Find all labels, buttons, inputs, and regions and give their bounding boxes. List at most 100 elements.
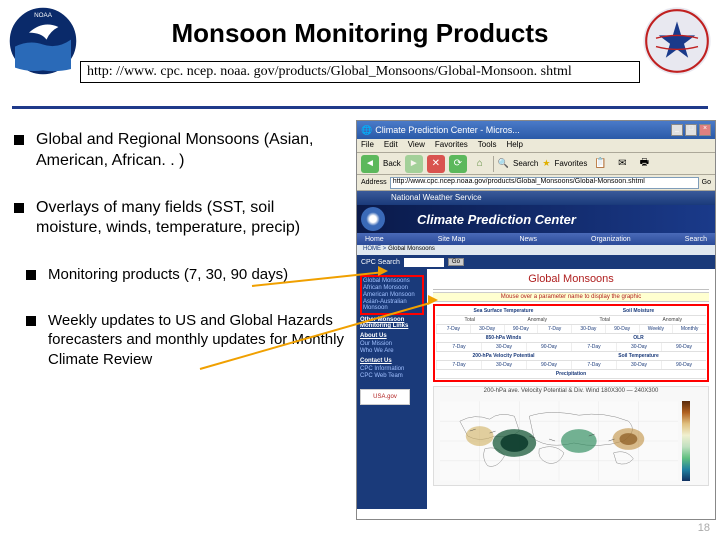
- menu-help[interactable]: Help: [506, 140, 522, 151]
- svg-text:NOAA: NOAA: [34, 12, 53, 19]
- nav-search[interactable]: Search: [685, 236, 707, 243]
- data-link[interactable]: Weekly: [639, 325, 673, 333]
- data-link[interactable]: 30-Day: [571, 325, 605, 333]
- search-label[interactable]: Search: [513, 159, 538, 168]
- back-label[interactable]: Back: [383, 159, 401, 168]
- go-button[interactable]: Go: [702, 179, 711, 186]
- mail-button[interactable]: ✉: [613, 155, 631, 173]
- bullet-marker: [26, 316, 36, 326]
- data-link[interactable]: 90-Day: [661, 343, 706, 351]
- bullet-item: Global and Regional Monsoons (Asian, Ame…: [14, 130, 344, 172]
- nav-home[interactable]: Home: [365, 236, 384, 243]
- noaa-logo: NOAA: [8, 6, 78, 76]
- page-number: 18: [698, 522, 710, 534]
- sidebar-link[interactable]: African Monsoon: [363, 285, 421, 291]
- world-map: [440, 401, 678, 481]
- row-label: OLR: [571, 334, 706, 342]
- search-icon[interactable]: 🔍: [498, 158, 509, 169]
- cpc-go-button[interactable]: Go: [448, 258, 464, 266]
- back-button[interactable]: ◄: [361, 155, 379, 173]
- bullet-marker: [26, 270, 36, 280]
- nws-main-banner: National Weather Service Climate Predict…: [357, 205, 715, 233]
- favorites-label[interactable]: Favorites: [554, 159, 587, 168]
- data-link[interactable]: 7-Day: [436, 325, 470, 333]
- print-button[interactable]: 🖶: [635, 155, 653, 173]
- map-title: 200-hPa ave. Velocity Potential & Div. W…: [434, 387, 708, 395]
- content: Global and Regional Monsoons (Asian, Ame…: [0, 120, 720, 540]
- sidebar-about: About Us Our Mission Who We Are: [360, 333, 424, 354]
- data-link[interactable]: 90-Day: [605, 325, 639, 333]
- data-link[interactable]: 7-Day: [436, 361, 481, 369]
- home-button[interactable]: ⌂: [471, 155, 489, 173]
- bullet-item: Overlays of many fields (SST, soil moist…: [14, 198, 344, 240]
- cpc-search-input[interactable]: [404, 258, 444, 267]
- data-link[interactable]: 30-Day: [481, 361, 526, 369]
- noaa-small-logo: [361, 207, 385, 231]
- history-button[interactable]: 📋: [591, 155, 609, 173]
- table-row: 7-Day 30-Day 90-Day 7-Day 30-Day 90-Day: [436, 343, 706, 352]
- map-chart: 200-hPa ave. Velocity Potential & Div. W…: [433, 386, 709, 486]
- bullet-marker: [14, 203, 24, 213]
- col-header: Total: [436, 316, 504, 324]
- close-button[interactable]: ×: [699, 124, 711, 136]
- usa-gov-logo[interactable]: USA.gov: [360, 389, 410, 405]
- arrow-1-head: [378, 266, 388, 276]
- browser-menubar: File Edit View Favorites Tools Help: [357, 139, 715, 153]
- data-link[interactable]: 7-Day: [436, 343, 481, 351]
- address-input[interactable]: http://www.cpc.ncep.noaa.gov/products/Gl…: [390, 177, 699, 189]
- favorites-icon[interactable]: ★: [542, 158, 550, 169]
- forward-button[interactable]: ►: [405, 155, 423, 173]
- breadcrumb-current: Global Monsoons: [388, 246, 435, 254]
- browser-screenshot: 🌐 Climate Prediction Center - Micros... …: [356, 120, 716, 520]
- nav-org[interactable]: Organization: [591, 236, 631, 243]
- data-link[interactable]: 7-Day: [571, 361, 616, 369]
- row-label: 850-hPa Winds: [436, 334, 571, 342]
- sidebar-link[interactable]: American Monsoon: [363, 292, 421, 298]
- menu-view[interactable]: View: [408, 140, 425, 151]
- data-link[interactable]: 30-Day: [616, 343, 661, 351]
- data-link[interactable]: 30-Day: [481, 343, 526, 351]
- menu-tools[interactable]: Tools: [478, 140, 497, 151]
- data-link[interactable]: 90-Day: [504, 325, 538, 333]
- row-vals: 7-Day 30-Day 90-Day 7-Day 30-Day 90-Day …: [436, 325, 706, 333]
- data-link[interactable]: 90-Day: [526, 343, 571, 351]
- menu-edit[interactable]: Edit: [384, 140, 398, 151]
- window-controls: _ □ ×: [671, 124, 711, 136]
- page-heading: Global Monsoons: [429, 273, 713, 285]
- data-link[interactable]: 30-Day: [470, 325, 504, 333]
- data-table: Sea Surface Temperature Soil Moisture To…: [436, 307, 706, 379]
- sidebar-link[interactable]: Our Mission: [360, 341, 424, 347]
- sidebar-link[interactable]: Asian-Australian Monsoon: [363, 299, 421, 311]
- col-header: Total: [571, 316, 639, 324]
- row-vals: 7-Day 30-Day 90-Day 7-Day 30-Day 90-Day: [436, 361, 706, 369]
- menu-file[interactable]: File: [361, 140, 374, 151]
- cpc-search-label: CPC Search: [361, 259, 400, 266]
- nav-sitemap[interactable]: Site Map: [438, 236, 466, 243]
- data-link[interactable]: 7-Day: [537, 325, 571, 333]
- nws-logo: [642, 6, 712, 76]
- table-row: 850-hPa Winds OLR: [436, 334, 706, 343]
- sidebar-link[interactable]: Global Monsoons: [363, 278, 421, 284]
- maximize-button[interactable]: □: [685, 124, 697, 136]
- colorbar-gradient: [682, 401, 690, 481]
- address-label: Address: [361, 179, 387, 186]
- sidebar-link[interactable]: Who We Are: [360, 348, 424, 354]
- col-header: Anomaly: [639, 316, 707, 324]
- table-row: 200-hPa Velocity Potential Soil Temperat…: [436, 352, 706, 361]
- breadcrumb-home[interactable]: HOME >: [363, 246, 386, 254]
- data-link[interactable]: Monthly: [672, 325, 706, 333]
- bullet-marker: [14, 135, 24, 145]
- menu-favorites[interactable]: Favorites: [435, 140, 468, 151]
- refresh-button[interactable]: ⟳: [449, 155, 467, 173]
- breadcrumb: HOME > Global Monsoons: [357, 245, 715, 255]
- row-label: 200-hPa Velocity Potential: [436, 352, 571, 360]
- data-link[interactable]: 7-Day: [571, 343, 616, 351]
- data-link[interactable]: 90-Day: [661, 361, 706, 369]
- nav-news[interactable]: News: [519, 236, 537, 243]
- data-link[interactable]: 90-Day: [526, 361, 571, 369]
- sidebar-link[interactable]: CPC Web Team: [360, 373, 424, 379]
- data-link[interactable]: 30-Day: [616, 361, 661, 369]
- stop-button[interactable]: ✕: [427, 155, 445, 173]
- sidebar-link[interactable]: CPC Information: [360, 366, 424, 372]
- minimize-button[interactable]: _: [671, 124, 683, 136]
